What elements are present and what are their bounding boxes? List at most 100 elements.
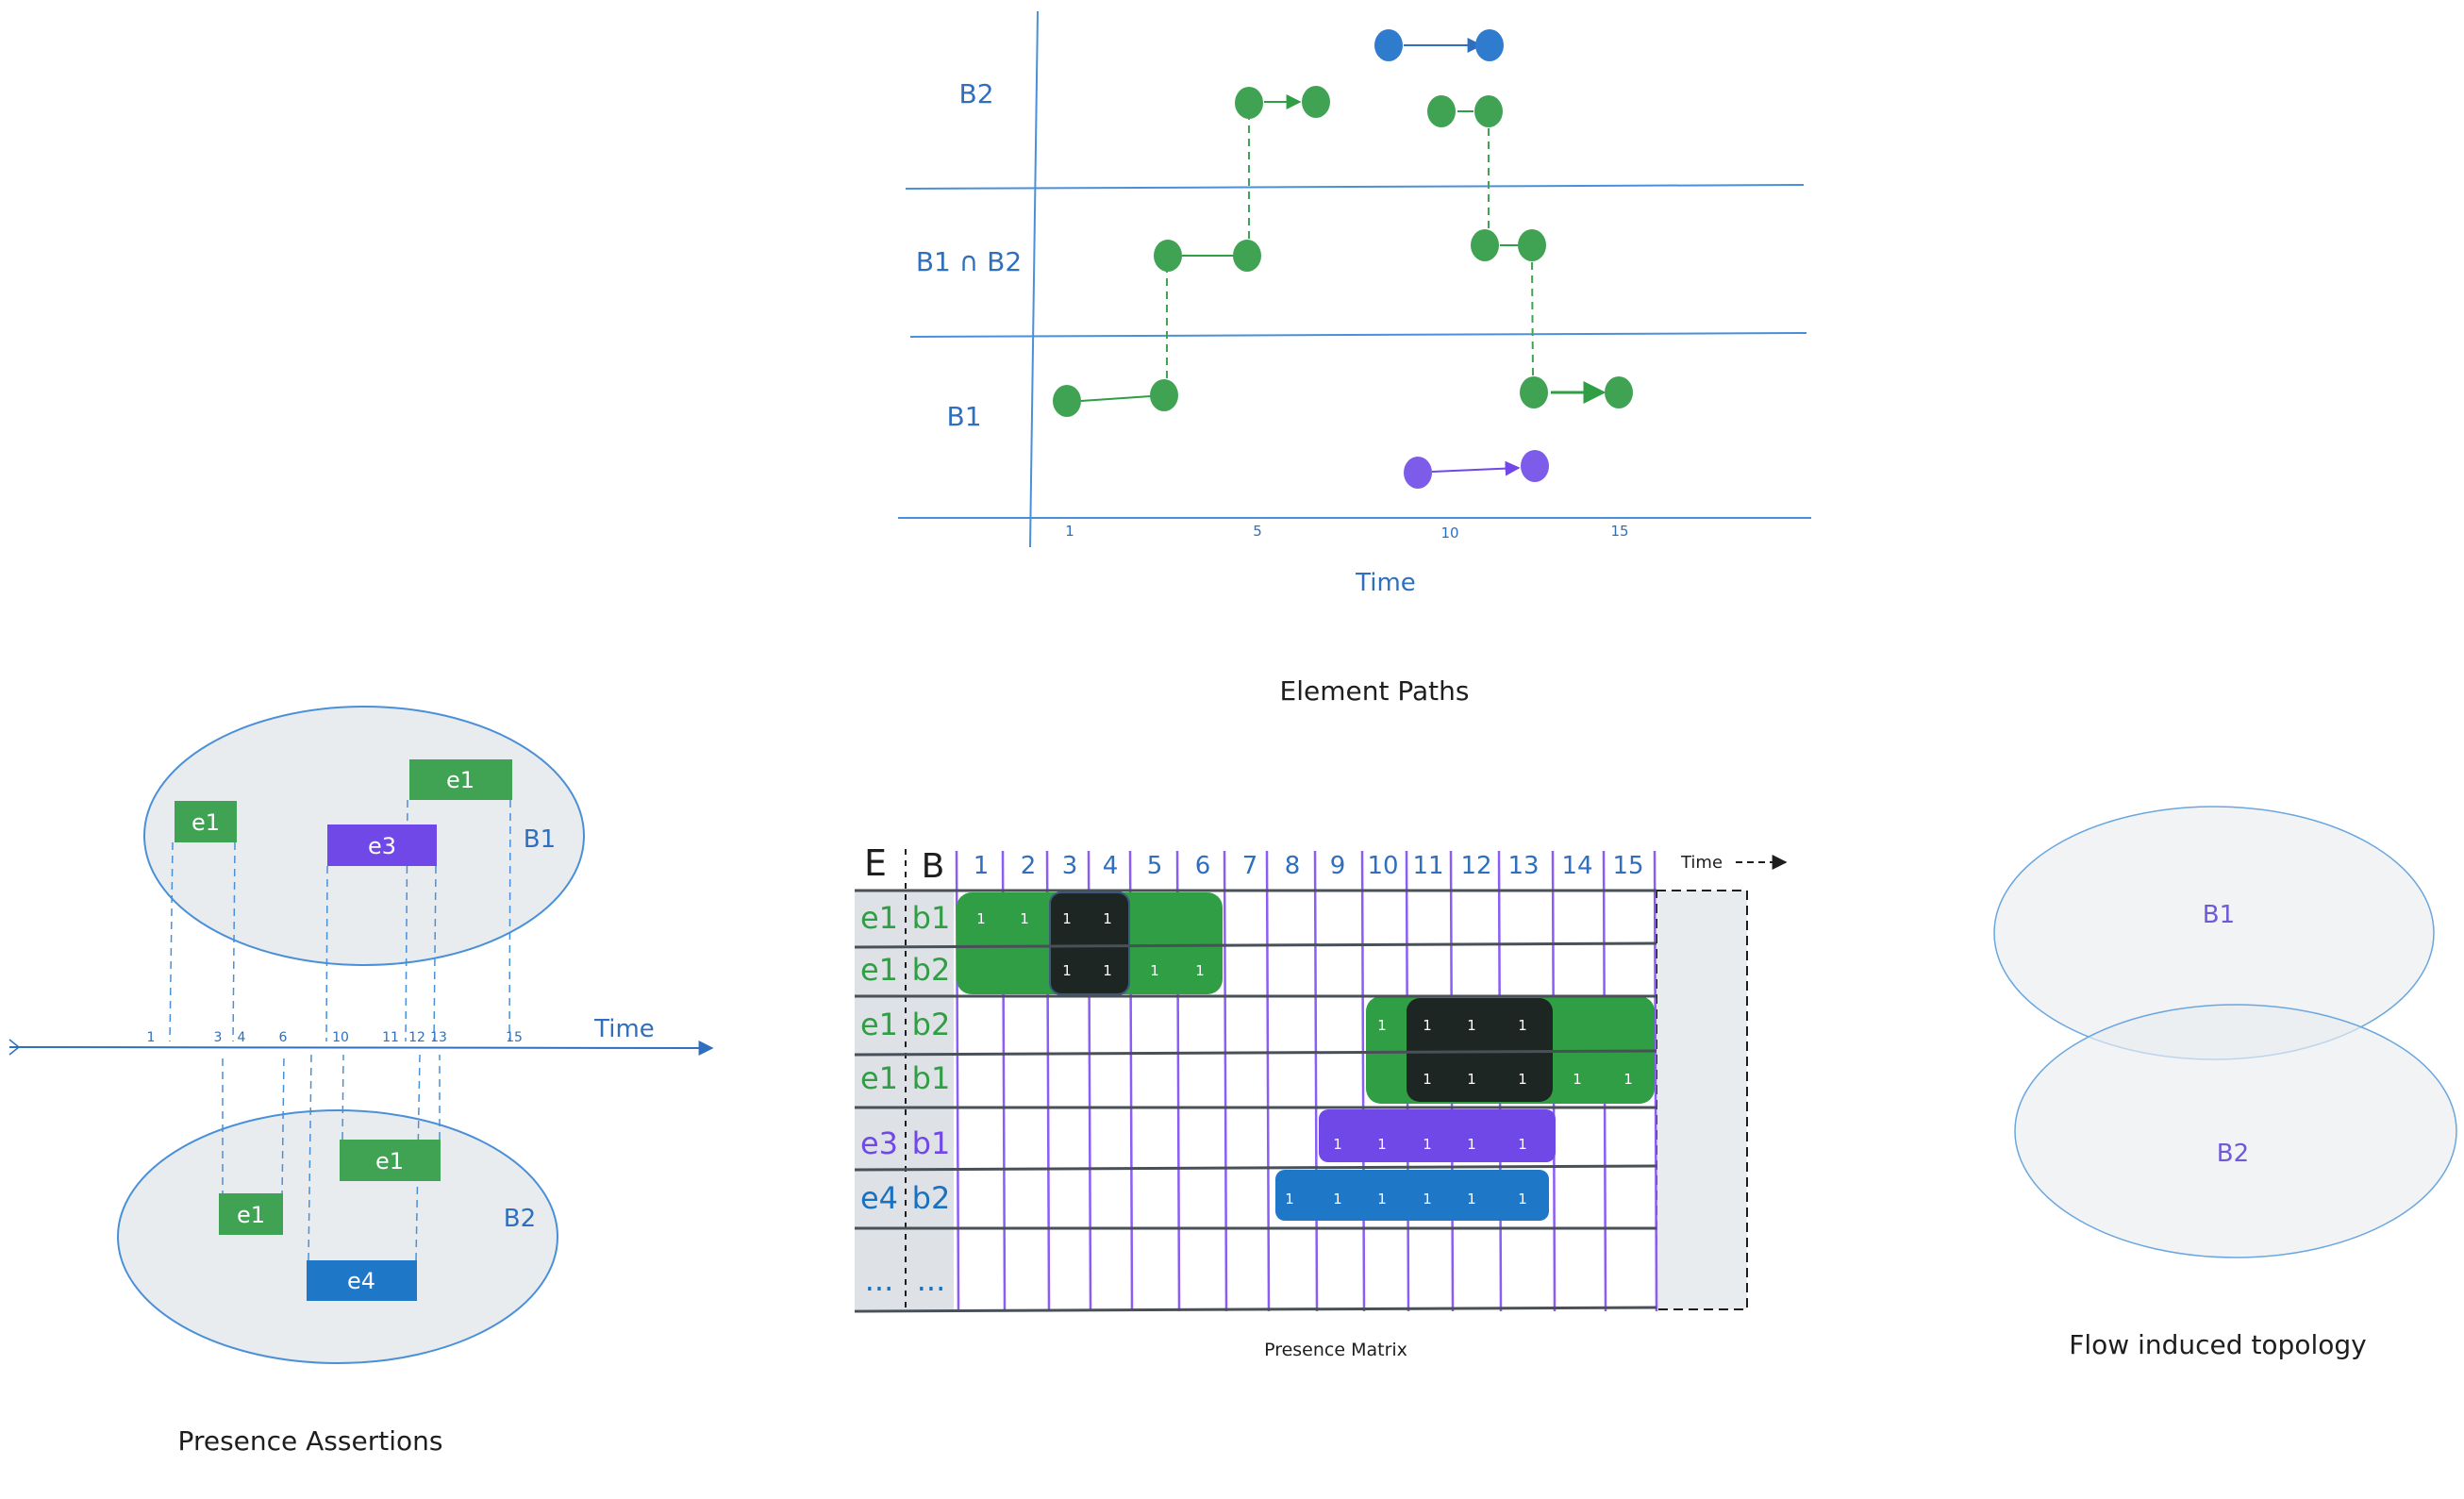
tick-label: 13 (430, 1030, 447, 1045)
matrix-row-element: e1 (860, 1007, 898, 1042)
tick-label: 11 (382, 1030, 399, 1045)
matrix-row-element: e1 (860, 1060, 898, 1096)
path-node (1427, 95, 1456, 127)
path-node (1605, 376, 1633, 408)
path-node (1471, 229, 1499, 261)
matrix-time-col-label: 11 (1412, 852, 1443, 880)
matrix-cell-value: 1 (1103, 962, 1112, 979)
path-node (1053, 385, 1081, 417)
matrix-cell-value: 1 (1423, 1136, 1432, 1153)
path-node (1404, 457, 1432, 489)
matrix-row-element: ... (865, 1262, 894, 1298)
matrix-cells: 1 1 1 1 1 1 1 1 1 1 1 1 1 1 1 1 1 1 1 1 1 1 1 1 1 1 1 1 (976, 910, 1633, 1208)
tick-label: 15 (506, 1030, 523, 1045)
matrix-row-set: ... (917, 1262, 946, 1298)
path-node (1474, 95, 1503, 127)
matrix-cell-value: 1 (1333, 1136, 1342, 1153)
matrix-cell-value: 1 (1377, 1017, 1387, 1034)
matrix-row-set: b2 (912, 952, 951, 988)
tick-label: 6 (279, 1030, 288, 1045)
matrix-time-col-label: 8 (1285, 852, 1301, 880)
presence-box-e3 (327, 824, 437, 866)
matrix-cell-value: 1 (1518, 1136, 1527, 1153)
flow-topology-caption: Flow induced topology (2069, 1329, 2366, 1360)
y-axis (1029, 10, 1039, 548)
matrix-row-lines (854, 889, 1657, 1313)
matrix-cell-value: 1 (1518, 1191, 1527, 1208)
matrix-row-set: b1 (912, 1060, 951, 1096)
presence-box-label: e4 (347, 1268, 375, 1294)
matrix-header-e: E (864, 842, 887, 884)
path-line (1080, 395, 1152, 402)
set-b2-ellipse (117, 1109, 558, 1364)
tick-label: 15 (1610, 523, 1628, 540)
matrix-cell-value: 1 (1423, 1071, 1432, 1088)
matrix-cell-value: 1 (1623, 1071, 1633, 1088)
matrix-time-col-label: 15 (1612, 852, 1643, 880)
matrix-time-col-label: 12 (1460, 852, 1491, 880)
overlap-block-late (1407, 998, 1553, 1102)
matrix-time-col-label: 6 (1195, 852, 1211, 880)
matrix-cell-value: 1 (1150, 962, 1159, 979)
tick-label: 1 (147, 1030, 156, 1045)
presence-box-e1 (409, 759, 512, 800)
matrix-cell-value: 1 (1423, 1191, 1432, 1208)
presence-assertions-diagram: B1 B2 Time 1 3 4 6 10 (8, 706, 714, 1457)
matrix-cell-value: 1 (1423, 1017, 1432, 1034)
matrix-cell-value: 1 (1333, 1191, 1342, 1208)
tick-label: 10 (332, 1030, 349, 1045)
time-axis-label: Time (593, 1015, 655, 1043)
matrix-time-col-label: 9 (1330, 852, 1346, 880)
presence-box-label: e1 (446, 767, 474, 793)
row-label-b1-intersect-b2: B1 ∩ B2 (916, 246, 1022, 277)
matrix-column-line (1653, 850, 1658, 1312)
time-axis-tail (8, 1039, 21, 1056)
tick-label: 4 (238, 1030, 246, 1045)
path-arrow (1431, 460, 1521, 476)
presence-box-e1 (175, 801, 237, 842)
set-label-b1: B1 (524, 825, 556, 854)
path-node (1520, 376, 1548, 408)
presence-box-e4 (307, 1260, 417, 1301)
matrix-cell-value: 1 (1467, 1191, 1476, 1208)
block-e3-b1 (1319, 1109, 1556, 1162)
matrix-column-line (1360, 850, 1366, 1312)
path-node (1233, 240, 1261, 272)
block-e4-b2 (1275, 1170, 1549, 1221)
matrix-row-line (854, 1306, 1657, 1313)
band-divider-bottom (909, 332, 1807, 338)
matrix-row-line (854, 1049, 1657, 1057)
matrix-cell-value: 1 (1285, 1191, 1294, 1208)
path-node (1302, 86, 1330, 118)
matrix-row-set: b1 (912, 900, 951, 936)
matrix-cell-value: 1 (1062, 910, 1072, 927)
element-paths-caption: Element Paths (1280, 675, 1470, 707)
matrix-row-line (854, 941, 1657, 949)
band-divider-top (905, 184, 1805, 190)
tick-label: 1 (1065, 523, 1074, 540)
matrix-cell-value: 1 (1377, 1136, 1387, 1153)
matrix-row-labels: e1 b1 e1 b2 e1 b2 e1 b1 e3 b1 e4 b2...... (860, 900, 950, 1298)
row-label-b1: B1 (946, 401, 981, 432)
path-node (1475, 29, 1504, 61)
matrix-time-col-label: 10 (1367, 852, 1398, 880)
matrix-cell-value: 1 (1573, 1071, 1582, 1088)
matrix-cell-value: 1 (976, 910, 986, 927)
matrix-cell-value: 1 (1103, 910, 1112, 927)
matrix-cell-value: 1 (1020, 910, 1029, 927)
matrix-cell-value: 1 (1518, 1071, 1527, 1088)
set-label-b2: B2 (504, 1205, 536, 1233)
matrix-row-set: b2 (912, 1007, 951, 1042)
matrix-time-label: Time (1680, 853, 1723, 873)
matrix-row-element: e1 (860, 900, 898, 936)
presence-box-label: e1 (237, 1202, 265, 1228)
matrix-row-element: e4 (860, 1180, 898, 1216)
matrix-header-b: B (922, 847, 945, 886)
tick-label: 3 (214, 1030, 223, 1045)
matrix-time-col-label: 4 (1103, 852, 1119, 880)
matrix-time-col-label: 2 (1021, 852, 1037, 880)
presence-assertions-caption: Presence Assertions (178, 1425, 443, 1457)
set-b2-ellipse (2014, 1004, 2457, 1258)
